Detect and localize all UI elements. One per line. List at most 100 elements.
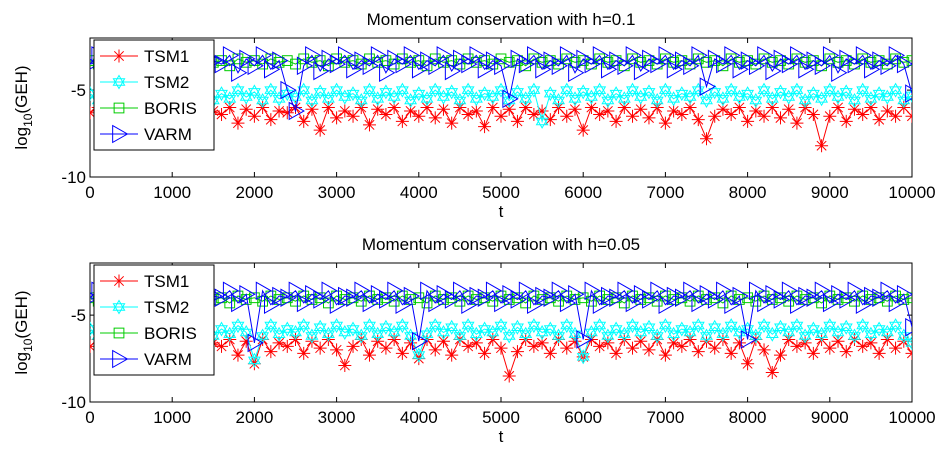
data-point-varm: [658, 46, 675, 65]
data-point-varm: [880, 281, 897, 301]
data-point-varm: [748, 281, 766, 301]
data-point-tsm2: [371, 91, 385, 107]
data-point-tsm1: [806, 107, 820, 121]
data-point-tsm2: [650, 328, 664, 344]
data-point-tsm1: [289, 101, 302, 114]
data-point-tsm1: [856, 107, 870, 121]
y-axis-label-main: log: [12, 352, 31, 375]
data-point-tsm1: [305, 334, 319, 348]
data-point-tsm1: [436, 334, 450, 348]
data-point-tsm2: [256, 92, 270, 109]
data-point-tsm2: [313, 84, 327, 100]
data-point-tsm2: [354, 328, 368, 344]
data-point-tsm1: [395, 114, 409, 128]
data-point-tsm1: [716, 102, 730, 116]
data-point-tsm2: [90, 321, 97, 337]
data-point-varm: [485, 281, 503, 301]
data-point-tsm2: [519, 91, 533, 107]
data-point-varm: [518, 281, 536, 301]
data-point-varm: [765, 61, 782, 81]
data-point-varm: [222, 281, 240, 301]
data-point-varm: [222, 46, 240, 65]
data-point-tsm2: [510, 319, 524, 335]
data-point-tsm1: [272, 104, 286, 118]
data-point-varm: [798, 59, 815, 79]
data-point-tsm1: [297, 114, 311, 128]
data-point-tsm1: [724, 346, 738, 360]
y-tick-label: -10: [61, 393, 86, 412]
legend-box: [93, 39, 215, 151]
data-point-varm: [379, 63, 396, 83]
data-point-tsm1: [231, 348, 245, 362]
data-point-varm: [535, 286, 552, 306]
data-point-varm: [453, 49, 470, 69]
data-point-varm: [781, 281, 799, 301]
data-point-tsm1: [543, 113, 557, 127]
data-point-tsm1: [379, 341, 393, 355]
data-point-varm: [543, 51, 560, 70]
data-point-tsm2: [856, 82, 870, 98]
data-point-varm: [790, 46, 807, 65]
data-point-tsm2: [264, 82, 278, 98]
data-point-tsm1: [642, 343, 656, 357]
y-axis-label-main: log: [12, 127, 31, 150]
data-point-tsm1: [223, 101, 237, 114]
data-point-varm: [896, 54, 912, 74]
data-point-varm: [403, 286, 421, 306]
data-point-tsm1: [831, 101, 845, 114]
data-point-tsm2: [724, 82, 738, 98]
x-tick-label: 3000: [318, 408, 356, 427]
data-point-varm: [576, 330, 593, 349]
data-point-tsm1: [519, 332, 533, 346]
data-point-tsm1: [469, 336, 483, 350]
data-point-boris: [799, 56, 811, 68]
y-axis-label-tail: (GEH): [12, 290, 31, 338]
data-point-tsm1: [732, 101, 746, 114]
data-point-tsm2: [486, 324, 500, 341]
data-point-varm: [831, 63, 848, 83]
data-point-varm: [806, 51, 823, 70]
data-point-varm: [469, 46, 486, 65]
data-point-tsm1: [560, 109, 574, 123]
data-point-tsm1: [305, 102, 319, 116]
data-point-varm: [461, 54, 478, 74]
data-point-tsm1: [272, 336, 286, 350]
legend-marker: [112, 299, 126, 315]
data-point-varm: [592, 295, 610, 315]
data-point-tsm1: [420, 332, 434, 346]
data-point-varm: [839, 290, 856, 309]
data-point-boris: [824, 53, 836, 65]
data-point-varm: [436, 46, 453, 65]
data-point-tsm2: [535, 113, 549, 129]
data-point-tsm1: [609, 346, 623, 360]
data-point-tsm2: [223, 326, 237, 342]
data-point-tsm2: [305, 92, 319, 108]
y-axis-label: log10(GEH): [12, 290, 35, 374]
data-point-tsm1: [362, 118, 376, 132]
data-point-varm: [724, 295, 741, 315]
data-point-tsm1: [280, 106, 294, 120]
data-point-tsm2: [338, 324, 352, 341]
data-point-tsm1: [667, 104, 681, 118]
data-point-tsm2: [420, 91, 434, 107]
data-point-tsm1: [494, 341, 508, 355]
data-point-tsm2: [617, 91, 631, 107]
data-point-varm: [354, 281, 371, 301]
data-point-boris: [536, 56, 548, 68]
data-point-varm: [362, 293, 379, 313]
data-point-tsm2: [601, 92, 615, 108]
data-point-tsm2: [247, 352, 261, 368]
data-point-tsm2: [724, 318, 738, 334]
data-point-varm: [707, 49, 725, 69]
data-point-varm: [872, 51, 889, 70]
data-point-boris: [668, 56, 679, 68]
x-tick-label: 1000: [153, 183, 191, 202]
data-point-tsm1: [831, 334, 845, 348]
series-tsm2: [90, 318, 912, 368]
data-point-tsm2: [815, 91, 829, 107]
data-point-tsm1: [297, 346, 311, 360]
data-point-varm: [477, 59, 495, 79]
series-line-boris: [90, 295, 912, 304]
data-point-tsm2: [650, 92, 664, 109]
data-point-tsm1: [773, 348, 787, 362]
